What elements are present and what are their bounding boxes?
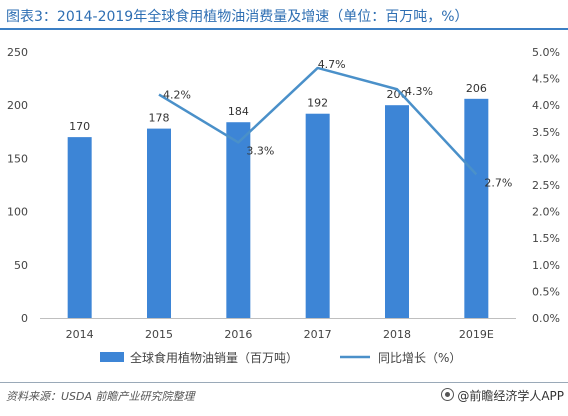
x-tick-label: 2014 [66,328,94,341]
growth-value-label: 4.2% [163,89,191,102]
bar-2016 [226,122,251,318]
legend-line-label: 同比增长（%） [378,351,461,365]
brand-logo-icon [441,388,455,401]
footer-divider [0,382,568,383]
brand-text: @前瞻经济学人APP [457,389,564,403]
y-right-tick-label: 1.5% [532,232,560,245]
bar-value-label: 184 [228,105,249,118]
y-left-tick-label: 0 [21,312,28,325]
bar-value-label: 178 [149,112,170,125]
x-tick-label: 2019E [459,328,494,341]
bar-2019E [464,98,489,318]
y-left-tick-label: 200 [7,99,28,112]
bar-2018 [385,105,409,318]
y-left-tick-label: 250 [7,46,28,59]
y-right-tick-label: 2.5% [532,179,560,192]
y-left-tick-label: 100 [7,206,28,219]
bar-value-label: 200 [387,88,408,101]
y-right-tick-label: 0.0% [532,312,560,325]
growth-value-label: 3.3% [246,144,274,157]
x-tick-label: 2015 [145,328,173,341]
bar-value-label: 170 [69,120,90,133]
growth-value-label: 2.7% [484,176,512,189]
y-right-tick-label: 5.0% [532,46,560,59]
x-tick-label: 2018 [383,328,411,341]
bar-2017 [305,113,330,318]
bar-value-label: 192 [307,97,328,110]
chart-title: 图表3：2014-2019年全球食用植物油消费量及增速（单位：百万吨，%） [6,9,469,25]
y-right-tick-label: 1.0% [532,259,560,272]
title-underline [0,28,568,30]
growth-value-label: 4.7% [318,58,346,71]
y-right-tick-label: 4.0% [532,99,560,112]
bar-2014 [67,137,92,318]
y-right-tick-label: 0.5% [532,285,560,298]
brand-mark: @前瞻经济学人APP [441,387,564,404]
y-right-tick-label: 2.0% [532,206,560,219]
y-right-tick-label: 3.0% [532,152,560,165]
y-left-tick-label: 150 [7,152,28,165]
bar-value-label: 206 [466,82,487,95]
growth-value-label: 4.3% [405,85,433,98]
x-tick-label: 2017 [304,328,332,341]
source-note: 资料来源：USDA 前瞻产业研究院整理 [6,390,195,403]
bar-2015 [147,128,171,318]
x-tick-label: 2016 [224,328,252,341]
y-right-tick-label: 3.5% [532,126,560,139]
y-left-tick-label: 50 [14,259,28,272]
y-right-tick-label: 4.5% [532,73,560,86]
legend-bar-label: 全球食用植物油销量（百万吨） [130,350,298,365]
legend-bar-swatch [100,352,124,362]
